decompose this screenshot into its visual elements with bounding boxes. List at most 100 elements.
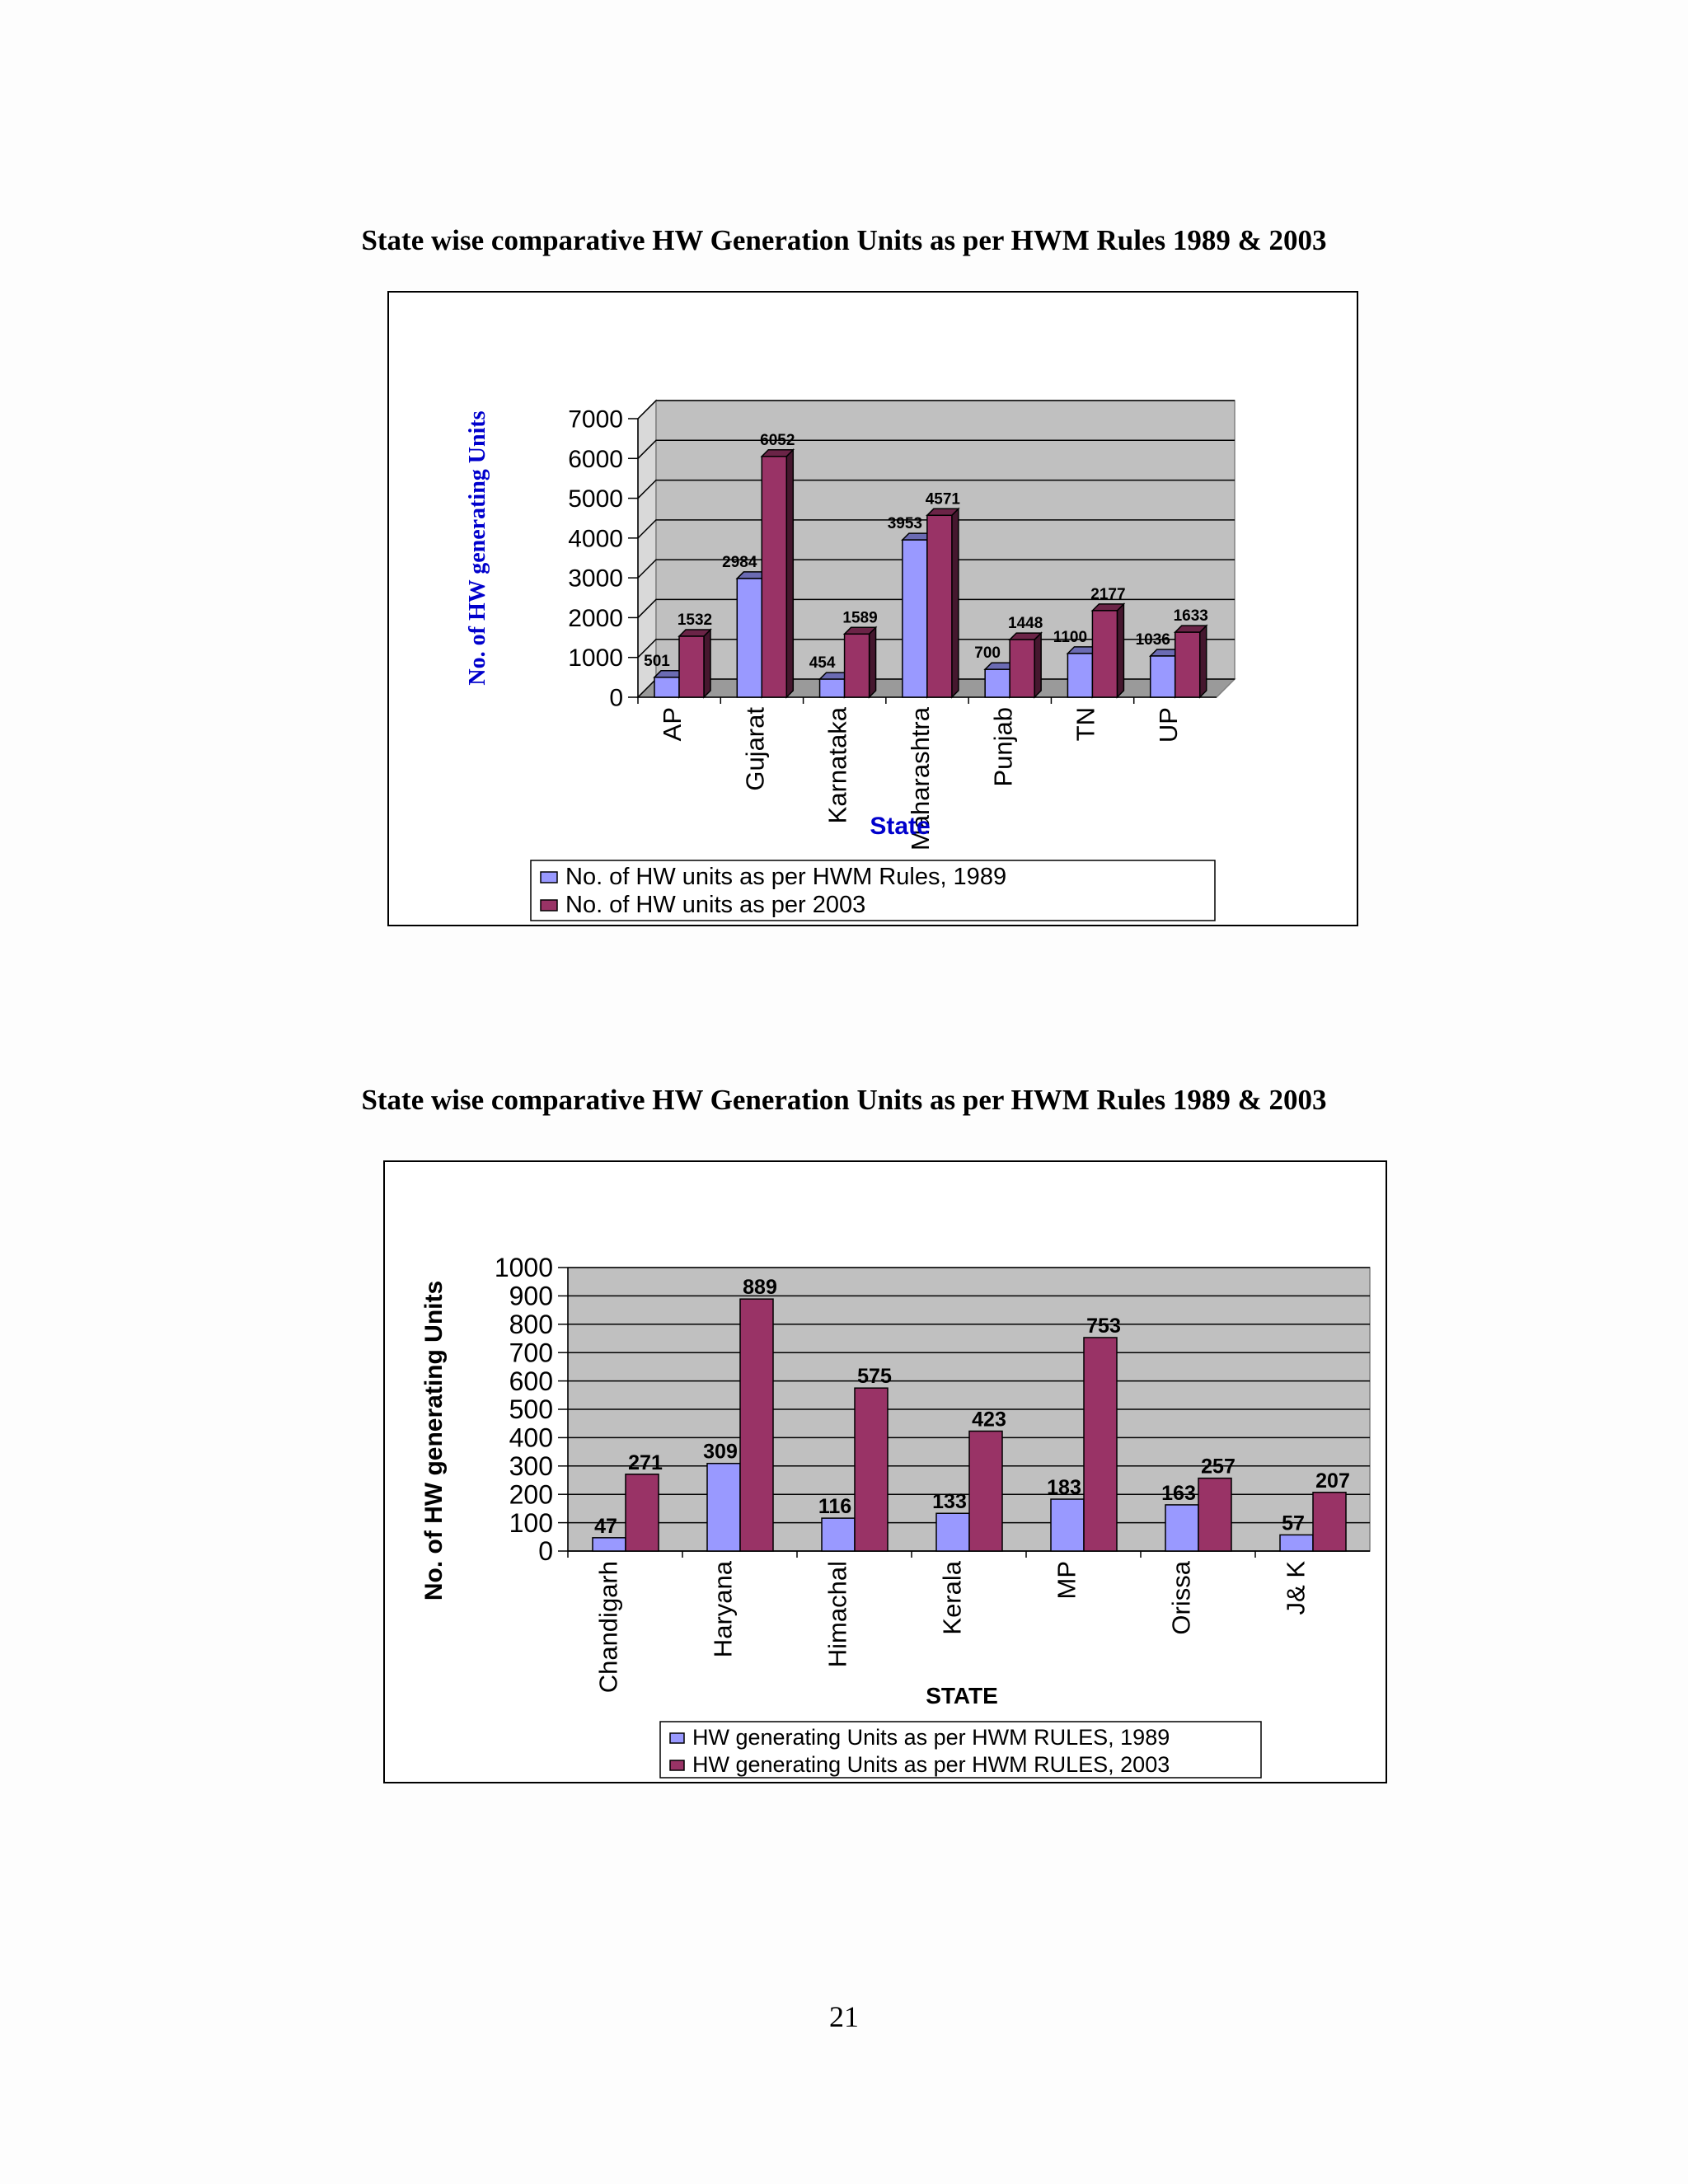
bar-1989-haryana	[706, 1462, 741, 1552]
data-label: 2177	[1090, 586, 1125, 603]
x-tick-label: Gujarat	[740, 707, 769, 791]
x-axis-label: State	[870, 813, 930, 840]
bar-1989-jk	[1279, 1534, 1314, 1552]
bar-front	[1009, 639, 1035, 698]
y-tick-label: 5000	[568, 485, 623, 513]
x-tick-label: Haryana	[709, 1560, 738, 1657]
data-label: 889	[743, 1276, 777, 1299]
y-tick-label: 1000	[495, 1253, 553, 1282]
x-tick-label: Himachal	[823, 1561, 852, 1667]
bar-2003-punjab	[1008, 631, 1043, 699]
bar-front	[1050, 1498, 1085, 1552]
bar-front	[1091, 610, 1118, 698]
x-tick-label: Maharashtra	[906, 706, 935, 851]
bar-2003-ap	[678, 628, 712, 699]
y-tick-label: 0	[609, 685, 623, 712]
bar-side	[785, 448, 795, 699]
legend-item: No. of HW units as per HWM Rules, 1989	[540, 864, 1006, 890]
y-tick-label: 2000	[568, 605, 623, 632]
x-tick-label: AP	[658, 707, 687, 741]
bar-front	[678, 635, 705, 698]
data-label: 116	[818, 1495, 851, 1518]
y-axis-label: No. of HW generating Units	[465, 410, 490, 685]
y-tick-label: 1000	[568, 644, 623, 672]
bar-front	[843, 633, 870, 698]
bar-side	[951, 507, 959, 699]
data-label: 753	[1086, 1315, 1121, 1338]
chart-2-title: State wise comparative HW Generation Uni…	[361, 1084, 1327, 1116]
data-label: 183	[1047, 1476, 1081, 1499]
legend-item: No. of HW units as per 2003	[540, 892, 865, 918]
legend-label: No. of HW units as per HWM Rules, 1989	[565, 864, 1006, 890]
gridline	[637, 638, 1235, 658]
bar-front	[818, 678, 846, 698]
data-label: 3953	[888, 515, 922, 532]
y-tick-label: 0	[538, 1536, 553, 1566]
bar-front	[1312, 1492, 1347, 1552]
data-label: 271	[628, 1451, 663, 1474]
bar-1989-kerala	[935, 1512, 970, 1552]
y-tick-label: 6000	[568, 446, 623, 473]
gridline	[637, 598, 1235, 618]
bar-2003-orissa	[1198, 1477, 1232, 1552]
data-label: 4571	[926, 490, 961, 508]
bar-2003-kerala	[968, 1430, 1003, 1552]
x-tick-label: Karnataka	[823, 706, 852, 823]
bar-2003-jk	[1312, 1492, 1347, 1552]
data-label: 207	[1315, 1469, 1350, 1493]
y-tick-label: 400	[509, 1423, 553, 1453]
bar-front	[1067, 653, 1094, 698]
y-tick-label: 3000	[568, 565, 623, 593]
data-label: 2984	[722, 554, 757, 571]
legend-swatch	[669, 1732, 685, 1744]
bar-front	[935, 1512, 970, 1552]
gridline	[637, 519, 1235, 539]
bar-front	[1149, 655, 1176, 698]
data-label: 1100	[1053, 629, 1087, 646]
bar-side	[868, 626, 877, 699]
x-tick-label: Orissa	[1167, 1560, 1196, 1634]
data-label: 423	[972, 1408, 1006, 1431]
chart-2-frame: 0 100 200 300 400 500 600 700 800 900 1000 47 271 Cha…	[383, 1160, 1387, 1783]
page-number: 21	[829, 2000, 859, 2033]
bar-front	[854, 1387, 889, 1552]
y-tick-label: 4000	[568, 525, 623, 552]
bar-side	[1116, 602, 1125, 699]
bar-front	[821, 1517, 856, 1552]
data-label: 1589	[842, 609, 877, 626]
bar-2003-himachal	[854, 1387, 889, 1552]
x-tick-label: Chandigarh	[594, 1561, 623, 1693]
legend-label: HW generating Units as per HWM RULES, 19…	[692, 1725, 1170, 1750]
bar-front	[761, 456, 788, 698]
y-tick-label: 200	[509, 1479, 553, 1509]
data-label: 575	[857, 1365, 892, 1388]
bar-front	[739, 1298, 774, 1552]
y-tick-label: 900	[509, 1282, 553, 1311]
gridline	[637, 559, 1235, 579]
bar-2003-up	[1173, 624, 1208, 699]
data-label: 133	[932, 1490, 967, 1513]
legend: No. of HW units as per HWM Rules, 1989No…	[530, 860, 1216, 921]
data-label: 57	[1282, 1511, 1305, 1535]
bar-front	[736, 578, 763, 698]
data-label: 309	[703, 1441, 738, 1464]
bar-2003-haryana	[739, 1298, 774, 1552]
x-tick-label: UP	[1154, 707, 1183, 743]
data-label: 47	[594, 1515, 617, 1538]
legend-swatch	[540, 871, 558, 883]
chart-1-title: State wise comparative HW Generation Uni…	[361, 224, 1327, 256]
data-label: 1448	[1008, 615, 1043, 632]
y-tick-label: 600	[509, 1366, 553, 1396]
bar-1989-mp	[1050, 1498, 1085, 1552]
bar-2003-chandigarh	[625, 1474, 659, 1552]
bar-front	[706, 1462, 741, 1552]
plot-area	[558, 1267, 1371, 1558]
bar-2003-mp	[1083, 1337, 1118, 1552]
gridline	[637, 479, 1235, 499]
bar-front	[592, 1537, 626, 1552]
bar-front	[1165, 1504, 1199, 1552]
bar-2003-maharashtra	[926, 507, 960, 699]
data-label: 257	[1201, 1455, 1236, 1479]
data-label: 1532	[678, 612, 712, 629]
